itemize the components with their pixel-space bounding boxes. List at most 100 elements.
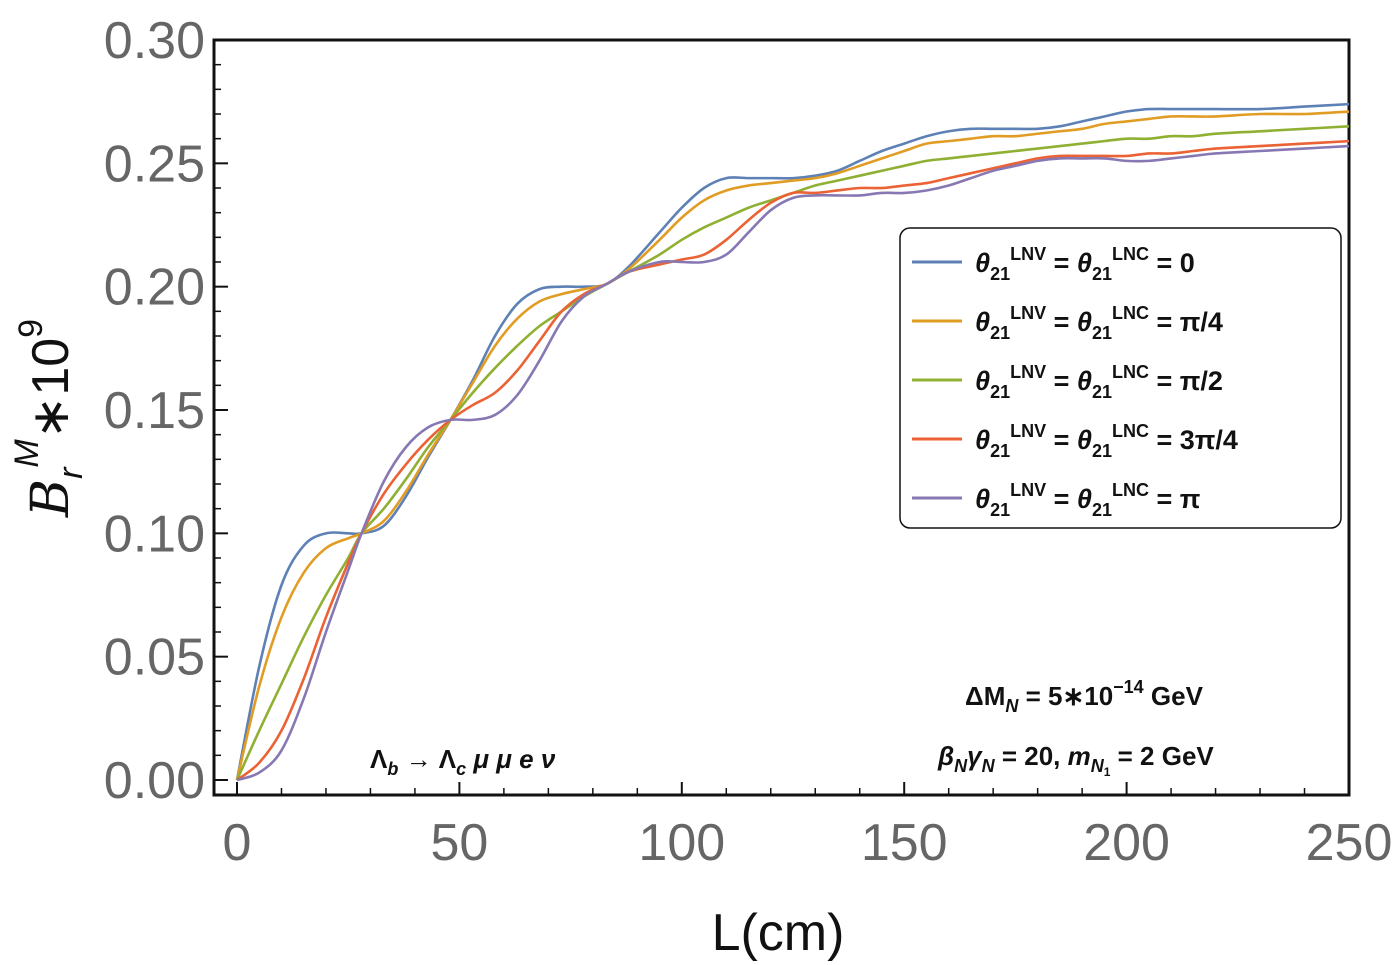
legend-part-sup: LNV	[1010, 303, 1046, 323]
boost-sub3b: 1	[1104, 765, 1111, 779]
legend-part-value: = π	[1149, 484, 1200, 514]
series-line-0	[235, 102, 1350, 781]
series-line-3	[236, 139, 1350, 782]
y-tick-label: 0.05	[104, 629, 205, 687]
legend-part-sub2: 21	[1092, 500, 1112, 520]
legend-part-sup: LNV	[1010, 362, 1046, 382]
legend-part-eq: =	[1046, 484, 1077, 514]
y-axis-title-base: B	[21, 479, 81, 518]
delta-m-unit: GeV	[1144, 681, 1204, 711]
y-tick-label: 0.15	[104, 382, 205, 440]
legend-part-value: = π/4	[1149, 307, 1223, 337]
legend-part-sup: LNV	[1010, 421, 1046, 441]
plot-frame	[212, 38, 1351, 797]
legend-label-2: θ21LNV = θ21LNC = π/2	[975, 362, 1223, 402]
y-axis-title-exponent: 9	[12, 319, 50, 338]
series-line-1	[235, 110, 1350, 781]
legend-part-theta: θ	[975, 307, 990, 337]
boost-m: m	[1068, 741, 1091, 771]
legend-part-theta2: θ	[1077, 484, 1092, 514]
legend-part-value: = 3π/4	[1149, 425, 1238, 455]
legend-part-theta2: θ	[1077, 425, 1092, 455]
delta-m-sub: N	[1005, 696, 1019, 716]
x-tick-label: 50	[430, 814, 488, 872]
legend-label-0: θ21LNV = θ21LNC = 0	[975, 244, 1195, 284]
y-tick-label: 0.00	[104, 752, 205, 810]
legend-part-theta: θ	[975, 484, 990, 514]
legend-part-theta2: θ	[1077, 248, 1092, 278]
legend-part-theta2: θ	[1077, 366, 1092, 396]
legend-part-sub2: 21	[1092, 264, 1112, 284]
series-line-2	[235, 125, 1350, 781]
process-lambda-c: Λ	[439, 744, 457, 774]
x-tick-label: 0	[223, 814, 252, 872]
delta-m-annotation: ΔMN = 5∗10−14 GeV	[965, 677, 1204, 716]
y-axis-title: BrM∗109	[8, 319, 90, 518]
legend-part-sub: 21	[990, 264, 1010, 284]
y-axis-title-text: BrM∗109	[8, 319, 90, 518]
legend-part-sub: 21	[990, 500, 1010, 520]
legend-part-theta: θ	[975, 366, 990, 396]
y-axis-title-sub: r	[52, 466, 90, 479]
x-tick-label: 100	[638, 814, 725, 872]
boost-beta: β	[937, 741, 954, 771]
x-tick-label: 150	[861, 814, 948, 872]
y-tick-label: 0.20	[104, 259, 205, 317]
legend-part-sub2: 21	[1092, 382, 1112, 402]
process-annotation: Λb → Λc μ μ e ν	[370, 744, 556, 779]
legend-part-value: = 0	[1149, 248, 1195, 278]
legend-box	[899, 227, 1342, 529]
legend-part-sub: 21	[990, 382, 1010, 402]
y-tick-label: 0.10	[104, 505, 205, 563]
legend-part-sub2: 21	[1092, 323, 1112, 343]
y-axis-title-suffix: ∗10	[22, 338, 80, 439]
delta-m-sup: −14	[1113, 677, 1144, 697]
boost-sub2: N	[982, 756, 996, 776]
series-lines-group	[235, 102, 1350, 782]
legend-part-sup2: LNC	[1112, 362, 1149, 382]
process-arrow: →	[398, 744, 438, 774]
legend-part-sup: LNV	[1010, 480, 1046, 500]
legend-part-sup: LNV	[1010, 244, 1046, 264]
legend-part-eq: =	[1046, 425, 1077, 455]
x-tick-label: 200	[1083, 814, 1170, 872]
boost-mid: = 20,	[995, 741, 1068, 771]
legend-part-sup2: LNC	[1112, 421, 1149, 441]
process-sub-b: b	[387, 759, 398, 779]
legend-part-eq: =	[1046, 366, 1077, 396]
legend-part-sub: 21	[990, 441, 1010, 461]
legend-part-sup2: LNC	[1112, 480, 1149, 500]
y-axis-title-sup: M	[8, 439, 46, 468]
delta-m-prefix: ΔM	[965, 681, 1005, 711]
legend-label-1: θ21LNV = θ21LNC = π/4	[975, 303, 1223, 343]
series-line-4	[236, 144, 1350, 782]
x-axis-title: L(cm)	[712, 904, 845, 962]
ticks-group: 0 50 100 150 200 250 0.00 0.05 0.10 0.15 0.20 0.25 0…	[104, 12, 1393, 872]
legend-part-theta2: θ	[1077, 307, 1092, 337]
process-lambda-b: Λ	[370, 744, 388, 774]
legend-part-sup2: LNC	[1112, 244, 1149, 264]
y-tick-label: 0.30	[104, 12, 205, 70]
plot-frame-group	[212, 38, 1351, 797]
legend-label-4: θ21LNV = θ21LNC = π	[975, 480, 1200, 520]
boost-annotation: βNγN = 20, mN1 = 2 GeV	[937, 741, 1214, 779]
legend-part-eq: =	[1046, 248, 1077, 278]
x-tick-label: 250	[1306, 814, 1393, 872]
legend-part-sub: 21	[990, 323, 1010, 343]
legend-part-sup2: LNC	[1112, 303, 1149, 323]
boost-sub1: N	[954, 756, 968, 776]
process-rest: μ μ e ν	[466, 744, 556, 774]
delta-m-mid: = 5∗10	[1018, 681, 1113, 711]
legend-part-theta: θ	[975, 248, 990, 278]
boost-sub3: N	[1091, 756, 1105, 776]
legend-label-3: θ21LNV = θ21LNC = 3π/4	[975, 421, 1238, 461]
legend-part-eq: =	[1046, 307, 1077, 337]
legend-part-value: = π/2	[1149, 366, 1223, 396]
boost-end: = 2 GeV	[1110, 741, 1214, 771]
process-sub-c: c	[456, 759, 466, 779]
boost-gamma: γ	[967, 741, 983, 771]
legend-part-sub2: 21	[1092, 441, 1112, 461]
